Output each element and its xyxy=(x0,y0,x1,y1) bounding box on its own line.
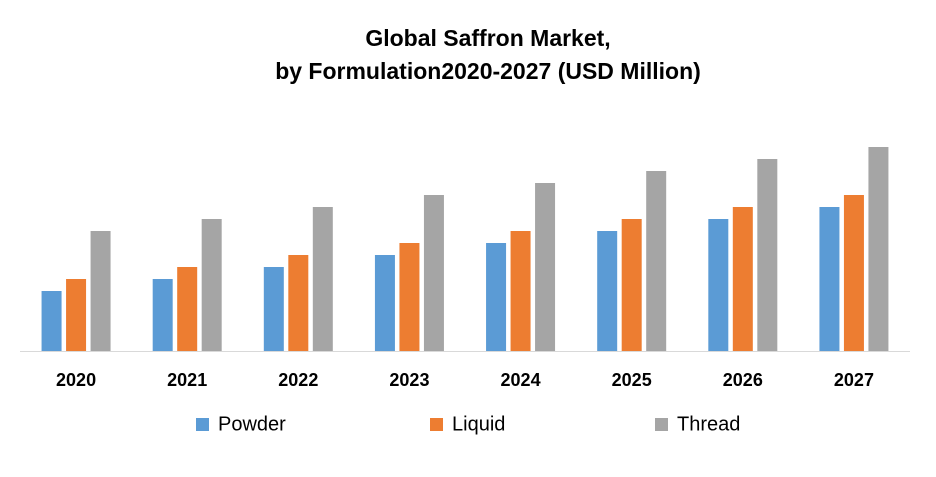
chart-subtitle: by Formulation2020-2027 (USD Million) xyxy=(275,58,701,84)
chart-title: Global Saffron Market, xyxy=(365,25,610,51)
bar xyxy=(41,291,62,351)
x-tick-label: 2023 xyxy=(389,370,429,390)
bar xyxy=(843,195,864,351)
bar xyxy=(597,231,618,351)
x-tick-label: 2021 xyxy=(167,370,207,390)
bar xyxy=(757,159,778,351)
x-tick-label: 2024 xyxy=(501,370,541,390)
bar xyxy=(510,231,531,351)
bar xyxy=(177,267,198,351)
bar xyxy=(399,243,420,351)
bar xyxy=(201,219,222,351)
x-tick-label: 2025 xyxy=(612,370,652,390)
bar xyxy=(152,279,173,351)
x-tick-label: 2020 xyxy=(56,370,96,390)
bar xyxy=(868,147,889,351)
bar xyxy=(90,231,111,351)
x-tick-label: 2022 xyxy=(278,370,318,390)
legend-swatch xyxy=(430,418,443,431)
legend-label: Thread xyxy=(677,413,740,435)
bar xyxy=(819,207,840,351)
bar xyxy=(288,255,309,351)
bar xyxy=(66,279,87,351)
bar xyxy=(708,219,729,351)
x-tick-label: 2026 xyxy=(723,370,763,390)
legend-label: Powder xyxy=(218,413,286,435)
legend-swatch xyxy=(655,418,668,431)
x-tick-label: 2027 xyxy=(834,370,874,390)
bar xyxy=(263,267,284,351)
bar xyxy=(374,255,395,351)
legend-swatch xyxy=(196,418,209,431)
bar xyxy=(486,243,507,351)
bar xyxy=(646,171,667,351)
bar xyxy=(423,195,444,351)
bar xyxy=(312,207,333,351)
bar xyxy=(535,183,556,351)
legend-label: Liquid xyxy=(452,413,505,435)
bar xyxy=(621,219,642,351)
bar xyxy=(732,207,753,351)
